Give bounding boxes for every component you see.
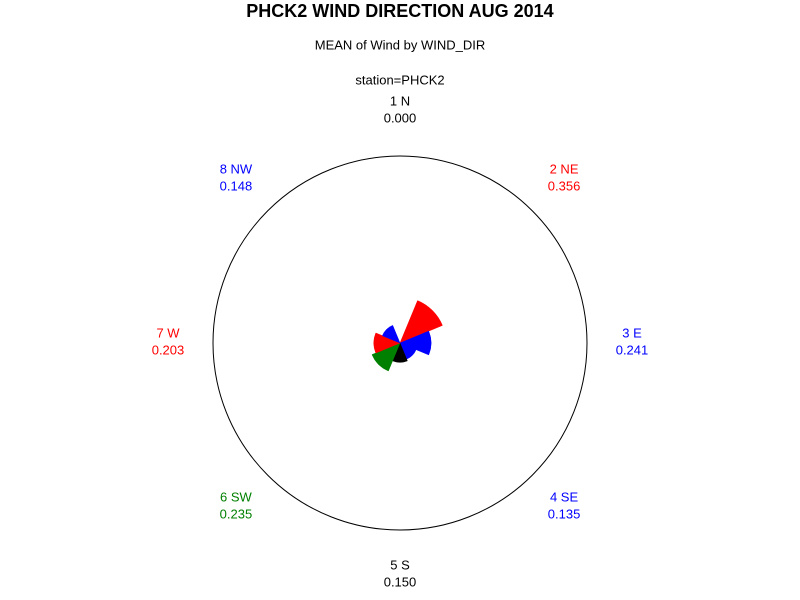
category-label: 4 SE bbox=[550, 489, 579, 504]
wedge bbox=[382, 325, 401, 344]
value-label: 0.203 bbox=[152, 342, 185, 357]
value-label: 0.235 bbox=[220, 506, 253, 521]
value-label: 0.135 bbox=[548, 506, 581, 521]
value-label: 0.000 bbox=[384, 110, 417, 125]
wedge bbox=[399, 330, 432, 356]
category-label: 6 SW bbox=[220, 489, 253, 504]
value-label: 0.241 bbox=[616, 342, 649, 357]
value-label: 0.150 bbox=[384, 574, 417, 589]
value-label: 0.148 bbox=[220, 178, 253, 193]
category-label: 7 W bbox=[156, 325, 180, 340]
value-label: 0.356 bbox=[548, 178, 581, 193]
wedge bbox=[399, 300, 443, 344]
category-label: 8 NW bbox=[220, 161, 253, 176]
category-label: 1 N bbox=[390, 93, 410, 108]
category-label: 5 S bbox=[390, 557, 410, 572]
chart-title: PHCK2 WIND DIRECTION AUG 2014 bbox=[246, 1, 553, 21]
category-label: 2 NE bbox=[550, 161, 579, 176]
wedge bbox=[371, 342, 401, 372]
wedge bbox=[373, 332, 401, 354]
outer-circle bbox=[212, 155, 588, 531]
category-label: 3 E bbox=[622, 325, 642, 340]
chart-subtitle: MEAN of Wind by WIND_DIR bbox=[315, 37, 485, 52]
group-label: station=PHCK2 bbox=[355, 72, 444, 87]
